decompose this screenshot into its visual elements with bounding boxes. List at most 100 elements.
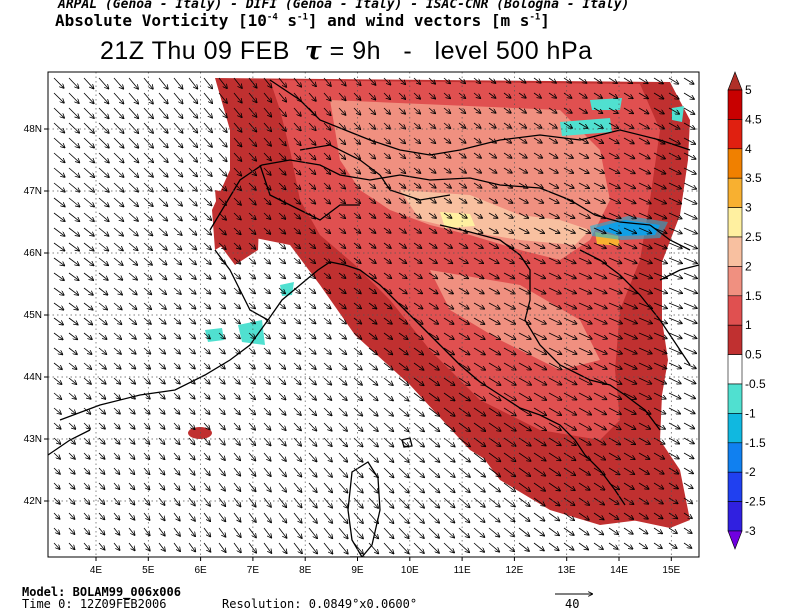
wind-vector (158, 197, 167, 206)
wind-vector (653, 257, 667, 263)
wind-vector (248, 197, 256, 205)
wind-vector (368, 287, 376, 293)
wind-vector (218, 257, 226, 264)
wind-vector (683, 122, 695, 129)
wind-vector (503, 347, 516, 354)
wind-vector (233, 392, 240, 399)
wind-vector (98, 107, 109, 118)
wind-vector (578, 182, 589, 188)
x-tick-label: 4E (90, 565, 103, 576)
colorbar-bottom-triangle (727, 530, 743, 550)
wind-vector (473, 347, 485, 355)
wind-vector (53, 317, 63, 325)
colorbar-segment (727, 266, 743, 297)
wind-vector (563, 152, 573, 158)
wind-vector (68, 182, 79, 192)
wind-vector (188, 302, 195, 309)
wind-vector (188, 167, 197, 176)
wind-vector (308, 107, 316, 116)
wind-vector (533, 347, 546, 354)
wind-vector (473, 302, 484, 309)
wind-vector (173, 272, 181, 279)
wind-vector (488, 122, 496, 128)
x-tick-label: 15E (662, 565, 680, 576)
wind-vector (428, 332, 438, 339)
wind-vector (368, 212, 375, 218)
wind-vector (473, 197, 482, 203)
wind-vector (383, 107, 390, 114)
wind-vector (308, 137, 316, 145)
wind-vector (623, 77, 632, 83)
wind-vector (548, 257, 560, 263)
wind-vector (293, 242, 300, 248)
wind-vector (683, 197, 696, 204)
wind-vector (53, 257, 64, 265)
wind-vector (338, 257, 345, 263)
wind-vector (518, 242, 529, 248)
wind-vector (263, 302, 270, 308)
wind-vector (623, 227, 636, 233)
wind-vector (263, 272, 270, 278)
wind-vector (338, 362, 346, 369)
wind-vector (158, 92, 168, 103)
wind-vector (278, 242, 285, 249)
wind-vector (503, 377, 516, 385)
wind-vector (368, 137, 375, 144)
wind-vector (593, 272, 606, 278)
wind-vector (98, 152, 109, 162)
wind-vector (83, 242, 94, 251)
wind-vector (263, 197, 271, 204)
wind-vector (488, 107, 496, 113)
wind-vector (683, 77, 694, 84)
wind-vector (413, 257, 422, 263)
wind-vector (143, 242, 152, 250)
wind-vector (398, 347, 408, 354)
wind-vector (443, 272, 453, 278)
time-label: 21Z Thu 09 FEB (100, 37, 290, 65)
wind-vector (608, 302, 622, 308)
wind-vector (413, 377, 424, 385)
wind-vector (578, 167, 589, 173)
wind-vector (593, 122, 603, 128)
wind-vector (608, 242, 621, 248)
wind-vector (668, 182, 681, 189)
wind-vector (563, 362, 577, 369)
wind-vector (278, 152, 286, 160)
wind-vector (563, 242, 575, 248)
wind-vector (593, 212, 605, 218)
wind-vector (593, 197, 605, 203)
wind-vector (683, 347, 696, 353)
wind-vector (653, 242, 667, 248)
wind-vector (68, 362, 77, 369)
wind-vector (338, 377, 347, 385)
wind-vector (398, 197, 405, 203)
wind-vector (293, 182, 300, 189)
y-tick-label: 42N (24, 496, 42, 507)
wind-vector (563, 107, 572, 113)
wind-vector (503, 182, 512, 188)
wind-vector (638, 332, 652, 338)
wind-vector (128, 257, 137, 265)
wind-vector (518, 272, 530, 278)
wind-vector (383, 182, 390, 188)
wind-vector (98, 242, 108, 251)
wind-vector (293, 377, 301, 384)
wind-vector (623, 257, 637, 263)
wind-vector (623, 287, 637, 293)
wind-vector (203, 362, 210, 369)
wind-vector (203, 272, 211, 279)
wind-vector (368, 182, 375, 188)
wind-vector (473, 137, 481, 143)
wind-vector (413, 182, 421, 188)
wind-vector (503, 107, 511, 113)
wind-vector (98, 287, 107, 295)
wind-vector (203, 122, 212, 132)
wind-vector (98, 182, 109, 192)
wind-vector (488, 332, 500, 339)
wind-vector (338, 77, 346, 86)
wind-vector (233, 197, 241, 205)
wind-vector (338, 137, 345, 144)
wind-vector (203, 302, 210, 309)
wind-vector (188, 212, 197, 220)
wind-vector (353, 377, 362, 385)
